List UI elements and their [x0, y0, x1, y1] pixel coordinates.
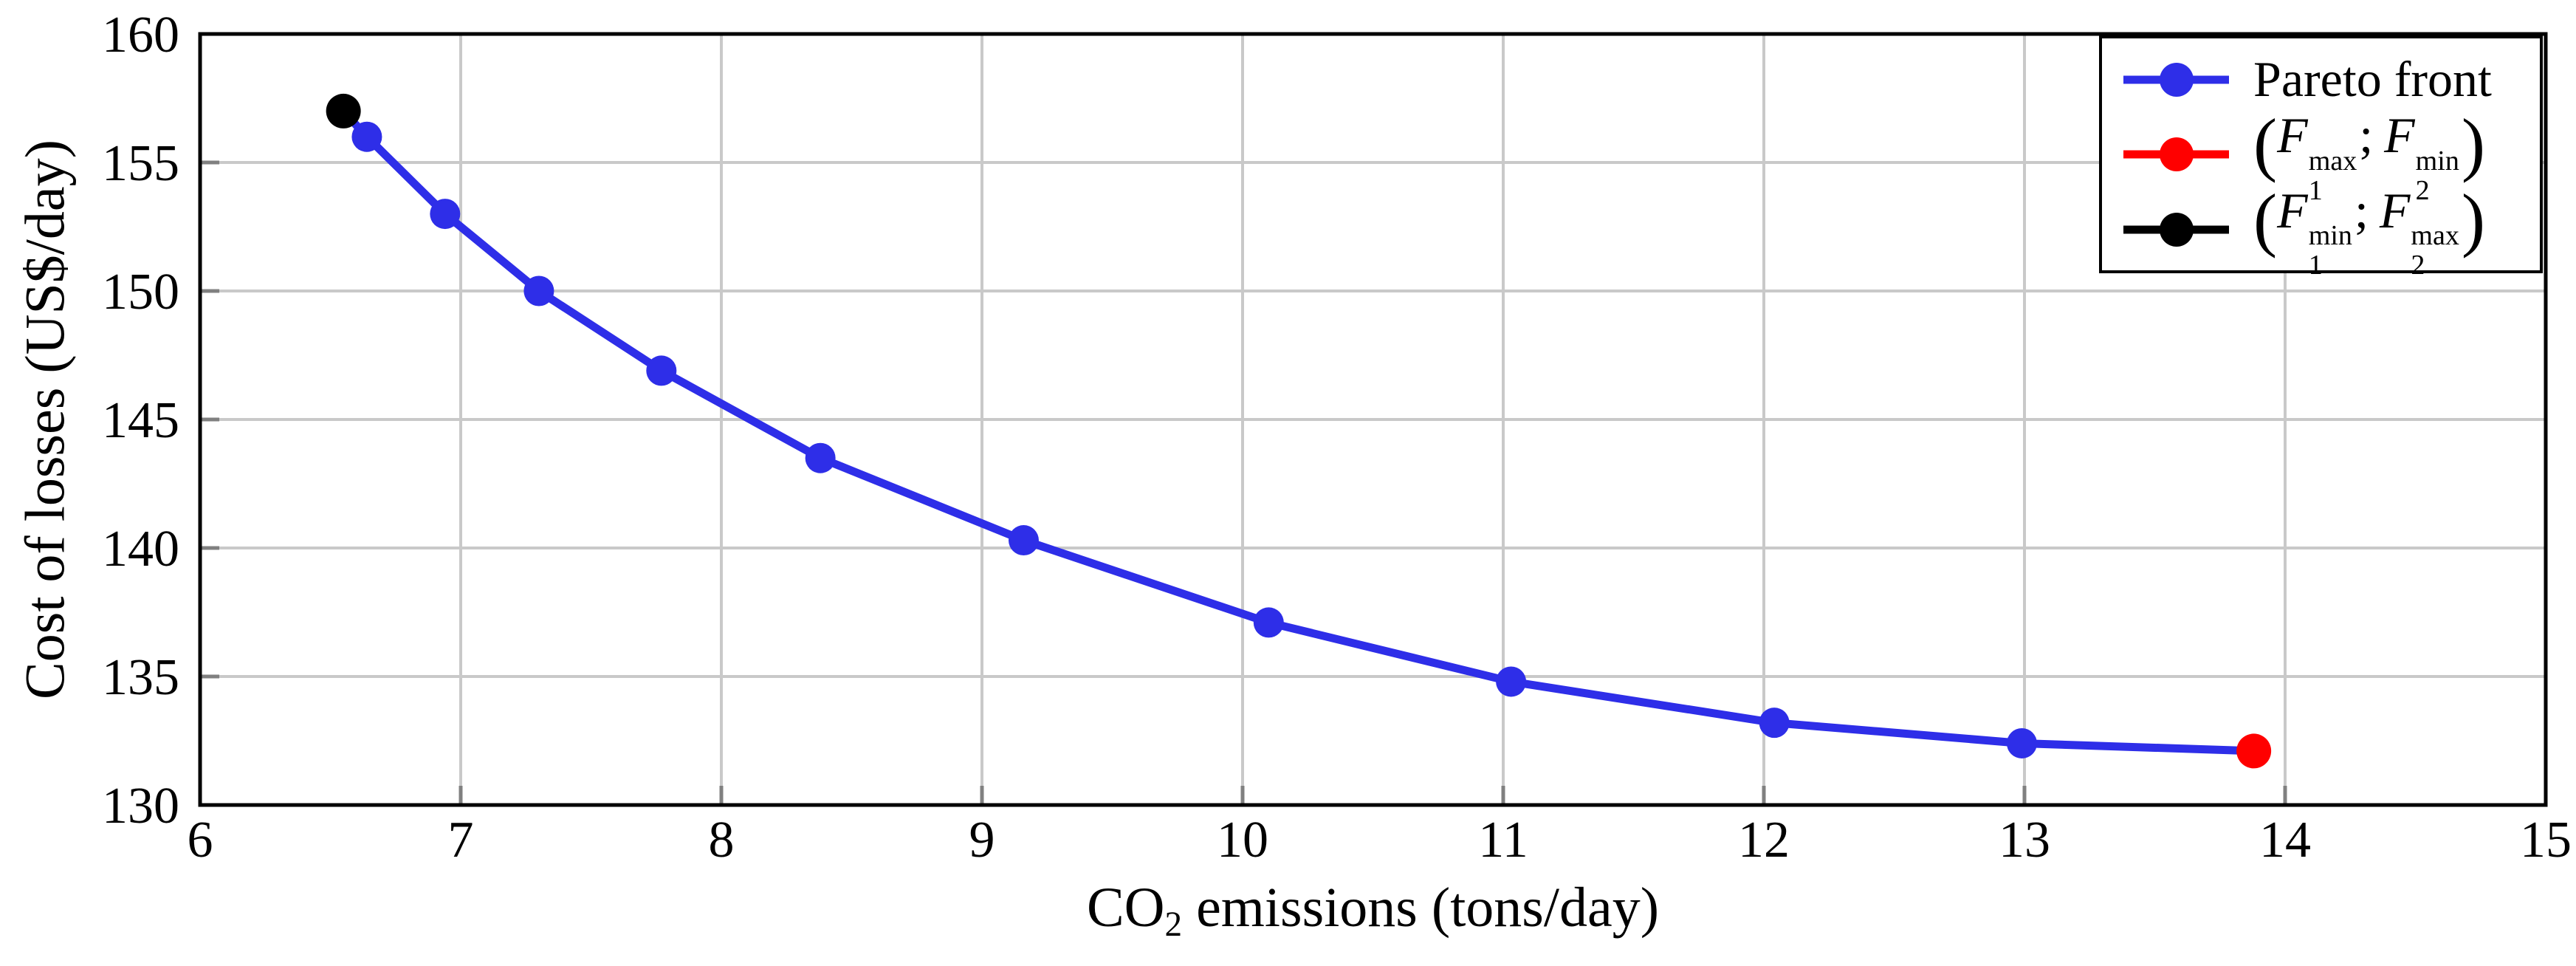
close-paren: ): [2461, 179, 2486, 258]
legend-swatch: [2123, 123, 2229, 185]
legend-item-pareto-front: Pareto front: [2123, 44, 2540, 115]
legend-marker-dot: [2159, 212, 2194, 247]
math-symbol-f2: F: [2379, 182, 2411, 239]
pareto-point: [805, 442, 836, 473]
y-tick-label-135: 135: [102, 649, 179, 706]
x-tick-label-12: 12: [1738, 812, 1790, 869]
y-axis-title: Cost of losses (US$/day): [14, 140, 77, 699]
extreme-point-black: [326, 93, 361, 129]
f2-supsub: max 2: [2411, 220, 2459, 281]
pareto-point: [1759, 708, 1790, 739]
extreme-point-red: [2236, 733, 2272, 769]
f1-supsub: max 1: [2308, 145, 2357, 206]
pareto-point: [430, 199, 461, 230]
legend-marker-dot: [2159, 137, 2194, 171]
f2-superscript: min: [2415, 145, 2459, 177]
f1-supsub: min 1: [2308, 220, 2352, 281]
close-paren: ): [2461, 104, 2486, 184]
x-tick-label-9: 9: [969, 812, 995, 869]
x-tick-label-7: 7: [448, 812, 474, 869]
x-axis-title: CO2 emissions (tons/day): [200, 876, 2546, 945]
math-symbol-f2: F: [2384, 107, 2415, 164]
pareto-point: [646, 355, 677, 386]
x-tick-label-8: 8: [709, 812, 735, 869]
x-tick-label-11: 11: [1478, 812, 1528, 869]
f1-superscript: max: [2308, 145, 2357, 177]
pareto-front-line: [339, 106, 2259, 756]
x-axis-title-text: CO: [1086, 877, 1165, 939]
pareto-point: [2006, 727, 2037, 758]
math-symbol-f1: F: [2277, 182, 2308, 239]
open-paren: (: [2253, 179, 2278, 258]
x-axis-title-subscript: 2: [1164, 905, 1183, 945]
y-tick-label-140: 140: [102, 521, 179, 578]
y-tick-label-160: 160: [102, 7, 179, 64]
x-tick-label-10: 10: [1217, 812, 1268, 869]
x-tick-label-15: 15: [2520, 812, 2572, 869]
separator: ;: [2359, 107, 2374, 164]
f1-subscript: 1: [2308, 250, 2323, 281]
y-tick-label-155: 155: [102, 135, 179, 192]
pareto-point: [523, 275, 554, 306]
x-tick-label-14: 14: [2259, 812, 2311, 869]
separator: ;: [2354, 182, 2369, 239]
pareto-point: [1496, 666, 1527, 697]
y-tick-label-150: 150: [102, 264, 179, 321]
x-tick-label-6: 6: [188, 812, 213, 869]
math-symbol-f1: F: [2277, 107, 2308, 164]
pareto-point: [1253, 607, 1284, 638]
x-tick-label-13: 13: [1999, 812, 2050, 869]
legend-swatch: [2123, 199, 2229, 261]
y-tick-label-130: 130: [102, 778, 179, 835]
f1-subscript: 1: [2308, 174, 2323, 206]
f2-supsub: min 2: [2415, 145, 2459, 206]
open-paren: (: [2253, 104, 2278, 184]
pareto-point: [1008, 525, 1039, 556]
legend-marker-dot: [2159, 62, 2194, 97]
x-axis-title-units: emissions (tons/day): [1182, 877, 1660, 939]
y-tick-label-145: 145: [102, 392, 179, 449]
f2-subscript: 2: [2411, 250, 2425, 281]
f2-superscript: max: [2411, 220, 2459, 252]
plot-frame: [198, 32, 2548, 807]
f2-subscript: 2: [2415, 174, 2430, 206]
legend-label: Pareto front: [2253, 51, 2492, 107]
f1-superscript: min: [2308, 220, 2352, 252]
pareto-point: [351, 121, 382, 152]
legend-swatch: [2123, 49, 2229, 111]
